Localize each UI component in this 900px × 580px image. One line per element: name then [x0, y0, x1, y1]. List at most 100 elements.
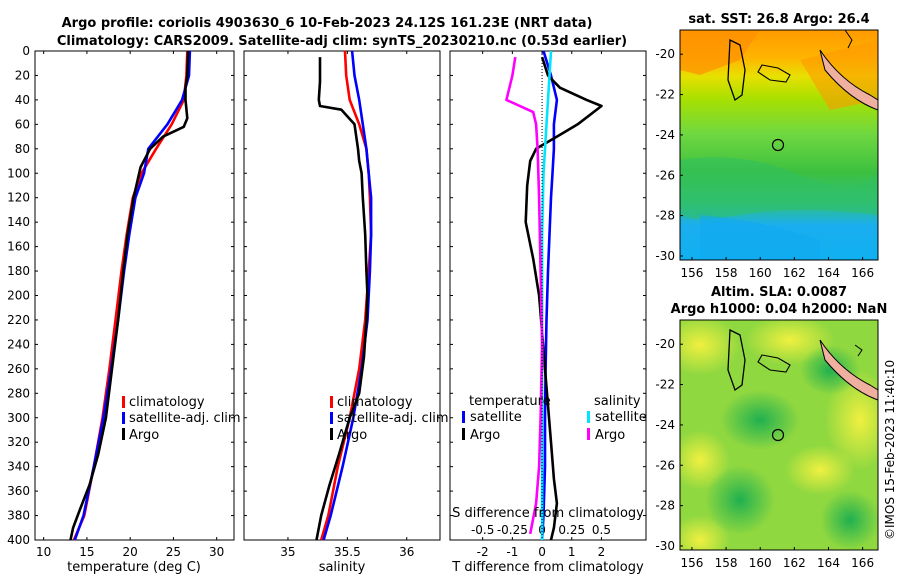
map-x-tick-label: 156	[680, 266, 703, 280]
temperature-x-label: temperature (deg C)	[67, 560, 201, 575]
header-title-line2: Climatology: CARS2009. Satellite-adj cli…	[57, 34, 627, 49]
s-tick-label: 0.5	[592, 523, 611, 537]
map-y-tick-label: -28	[655, 209, 675, 223]
sst-map-ticks: 156 158 160 162 164 166 -20 -22 -24 -26 -28 -30	[655, 47, 874, 280]
legend-label-climatology: climatology	[129, 395, 205, 410]
difference-x-ticks: -2 -1 0 1 2	[477, 51, 606, 559]
y-tick-label: 0	[22, 44, 30, 58]
y-tick-label: 220	[7, 313, 30, 327]
y-tick-label: 40	[15, 93, 30, 107]
map-x-tick-label: 164	[817, 266, 840, 280]
temperature-y-axis: 0 20 40 60 80 100 120 140 160 180 200 220 240 260 280 3…	[7, 44, 646, 547]
y-tick-label: 20	[15, 68, 30, 82]
y-tick-label: 280	[7, 386, 30, 400]
sla-map-frame	[679, 319, 879, 551]
legend-label-t-satellite: satellite	[470, 410, 522, 425]
legend-swatch-t-satellite	[462, 411, 465, 423]
map-y-tick-label: -30	[655, 249, 675, 263]
series-line-salinity-argo	[505, 56, 544, 535]
x-tick-label: 2	[598, 545, 606, 559]
y-tick-label: 100	[7, 166, 30, 180]
x-tick-label: 30	[209, 545, 224, 559]
s-tick-label: -0.25	[497, 523, 528, 537]
series-line-argo	[69, 50, 190, 541]
series-line-argo	[315, 57, 369, 541]
series-line-satellite-adj-clim	[73, 50, 192, 541]
map-x-tick-label: 166	[851, 266, 874, 280]
map-x-tick-label: 156	[680, 556, 703, 570]
map-y-tick-label: -22	[655, 88, 675, 102]
y-tick-label: 160	[7, 240, 30, 254]
legend-label-t-argo: Argo	[470, 428, 500, 443]
map-y-tick-label: -20	[655, 337, 675, 351]
map-x-tick-label: 164	[817, 556, 840, 570]
x-tick-label: 35	[280, 545, 295, 559]
legend-label-argo: Argo	[129, 428, 159, 443]
y-tick-label: 140	[7, 215, 30, 229]
map-x-tick-label: 162	[783, 556, 806, 570]
s-tick-label: -0.5	[471, 523, 494, 537]
map-y-tick-label: -22	[655, 378, 675, 392]
y-tick-label: 300	[7, 411, 30, 425]
salinity-legend: climatology satellite-adj. clim Argo	[330, 395, 449, 443]
map-x-tick-label: 158	[715, 556, 738, 570]
legend-swatch-s-satellite	[587, 411, 590, 423]
legend-label-satellite: satellite-adj. clim	[129, 411, 241, 426]
series-line-temperature-satellite	[540, 50, 559, 541]
sst-map-image	[680, 30, 878, 260]
header-title-line1: Argo profile: coriolis 4903630_6 10-Feb-…	[62, 16, 593, 31]
x-tick-label: 25	[166, 545, 181, 559]
y-tick-label: 260	[7, 362, 30, 376]
map-x-tick-label: 160	[749, 266, 772, 280]
series-line-satellite-adj-clim	[322, 50, 373, 541]
sst-map-frame	[679, 29, 879, 261]
y-tick-label: 180	[7, 264, 30, 278]
sla-map-title-line2: Argo h1000: 0.04 h2000: NaN	[671, 302, 888, 317]
legend-title-temperature: temperature	[469, 394, 551, 409]
map-x-tick-label: 158	[715, 266, 738, 280]
difference-legend: temperature satellite Argo salinity sate…	[462, 394, 647, 443]
map-y-tick-label: -20	[655, 47, 675, 61]
legend-swatch-argo	[122, 428, 125, 440]
map-x-tick-label: 166	[851, 556, 874, 570]
temperature-x-ticks: 10 15 20 25 30	[36, 51, 224, 559]
map-x-tick-label: 162	[783, 266, 806, 280]
x-tick-label: 20	[123, 545, 138, 559]
difference-x-label: T difference from climatology	[451, 560, 644, 575]
sla-map-ticks: 156 158 160 162 164 166 -20 -22 -24 -26 -28 -30	[655, 337, 874, 570]
temperature-legend: climatology satellite-adj. clim Argo	[122, 395, 241, 443]
sla-map-image	[680, 320, 878, 550]
difference-s-label: S difference from climatology	[452, 506, 644, 521]
legend-swatch-t-argo	[462, 428, 465, 440]
profile-lines	[69, 50, 603, 541]
x-tick-label: 0	[538, 545, 546, 559]
y-tick-label: 120	[7, 191, 30, 205]
map-y-tick-label: -28	[655, 499, 675, 513]
legend-label-climatology: climatology	[337, 395, 413, 410]
x-tick-label: 15	[79, 545, 94, 559]
y-tick-label: 200	[7, 289, 30, 303]
map-y-tick-label: -26	[655, 458, 675, 472]
y-tick-label: 360	[7, 484, 30, 498]
salinity-x-ticks: 35 35.5 36	[280, 51, 414, 559]
y-tick-label: 320	[7, 435, 30, 449]
map-y-tick-label: -24	[655, 128, 675, 142]
sst-map-title: sat. SST: 26.8 Argo: 26.4	[688, 12, 869, 27]
x-tick-label: 36	[399, 545, 414, 559]
legend-label-argo: Argo	[337, 428, 367, 443]
y-tick-label: 60	[15, 117, 30, 131]
legend-label-satellite: satellite-adj. clim	[337, 411, 449, 426]
legend-label-s-argo: Argo	[595, 428, 625, 443]
x-tick-label: 10	[36, 545, 51, 559]
series-line-temperature-argo	[524, 56, 603, 541]
y-tick-label: 400	[7, 533, 30, 547]
x-tick-label: 35.5	[334, 545, 361, 559]
legend-swatch-s-argo	[587, 428, 590, 440]
map-y-tick-label: -24	[655, 418, 675, 432]
y-tick-label: 240	[7, 337, 30, 351]
y-tick-label: 340	[7, 460, 30, 474]
legend-swatch-argo	[330, 428, 333, 440]
legend-title-salinity: salinity	[594, 394, 641, 409]
sla-argo-marker	[771, 428, 785, 442]
